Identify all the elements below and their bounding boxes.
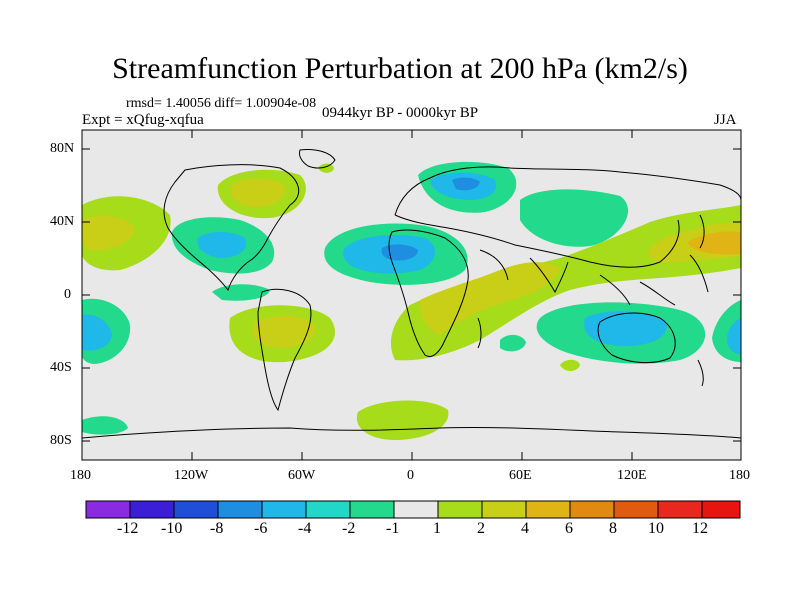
coast-antarctica [82,426,741,439]
coast-southeast-asia [599,254,709,306]
colorbar-label: -1 [386,520,400,537]
colorbar-swatch [657,500,703,519]
colorbar-label: 6 [565,520,573,537]
coast-madagascar [477,317,482,349]
positive-anomaly-core-eastern-pacific [82,215,135,251]
coast-europe-asia [394,166,741,268]
lat-label-40s: 40S [50,360,72,375]
positive-anomaly-south-atlantic-small [560,359,580,372]
lon-label-120w: 120W [174,468,209,483]
positive-anomaly-western-north-pacific [390,205,741,361]
colorbar-swatch [173,500,219,519]
colorbar-label: 1 [433,520,441,537]
negative-anomaly-madagascar [500,334,526,352]
colorbar-swatch [393,500,439,519]
colorbar-swatch [437,500,483,519]
colorbar-label: 12 [692,520,708,537]
coast-greenland [299,149,336,169]
lon-label-60w: 60W [288,468,316,483]
coast-arabia-india [479,249,569,294]
colorbar-label: -12 [117,520,139,537]
lat-label-40n: 40N [50,214,75,229]
positive-anomaly-peak-western-pacific [688,231,741,255]
colorbar-label: -10 [161,520,183,537]
coast-south-america [257,288,312,412]
coastlines [82,149,741,439]
coast-japan [699,214,705,249]
colorbar-label: -8 [210,520,224,537]
colorbar [85,500,741,519]
colorbar-swatch [525,500,571,519]
coast-africa [388,229,469,357]
colorbar-label: -4 [298,520,312,537]
coast-north-america [163,164,300,292]
colorbar-swatch [305,500,351,519]
negative-anomaly-core-south-pacific [82,314,112,351]
positive-anomaly-core-north-atlantic [231,178,286,208]
colorbar-swatch [349,500,395,519]
longitude-ticks [191,130,633,460]
colorbar-swatch [85,500,131,519]
lon-label-120e: 120E [617,468,647,483]
positive-anomaly-core-indian-band [419,262,560,335]
colorbar-label: 10 [648,520,664,537]
colorbar-label: 2 [477,520,485,537]
coast-australia [597,312,676,363]
latitude-ticks [82,148,741,442]
colorbar-label: 4 [521,520,529,537]
colorbar-label: -6 [254,520,268,537]
negative-anomaly-core-australia [584,311,667,346]
colorbar-label: 8 [609,520,617,537]
negative-anomaly-arabian-sea [520,189,629,247]
colorbar-label: -2 [342,520,356,537]
season-label: JJA [714,112,737,128]
negative-anomaly-core-east-edge [726,318,741,354]
period-label: 0944kyr BP - 0000kyr BP [322,105,479,121]
lon-label-60e: 60E [509,468,532,483]
map-title: Streamfunction Perturbation at 200 hPa (… [112,52,688,85]
colorbar-swatch [701,500,741,519]
lon-label-180w: 180 [70,468,91,483]
negative-anomaly-southern-ocean [82,416,128,435]
experiment-label: Expt = xQfug-xqfua [82,112,204,128]
positive-anomaly-core-south-pacific [252,315,316,348]
lon-label-180e: 180 [729,468,750,483]
lat-label-80s: 80S [50,433,72,448]
colorbar-swatch [481,500,527,519]
coast-new-zealand [697,359,704,387]
contour-fields [82,149,741,440]
lat-label-equator: 0 [64,287,71,302]
negative-anomaly-core-gulf [197,232,247,258]
colorbar-swatch [613,500,659,519]
lat-label-80n: 80N [50,141,75,156]
positive-anomaly-small-north-pacific [318,163,334,173]
colorbar-swatch [129,500,175,519]
colorbar-swatch [261,500,307,519]
negative-anomaly-peak-europe [452,177,480,191]
colorbar-swatch [569,500,615,519]
lon-label-0: 0 [407,468,414,483]
stats-text: rmsd= 1.40056 diff= 1.00904e-08 [126,96,317,111]
colorbar-swatch [217,500,263,519]
